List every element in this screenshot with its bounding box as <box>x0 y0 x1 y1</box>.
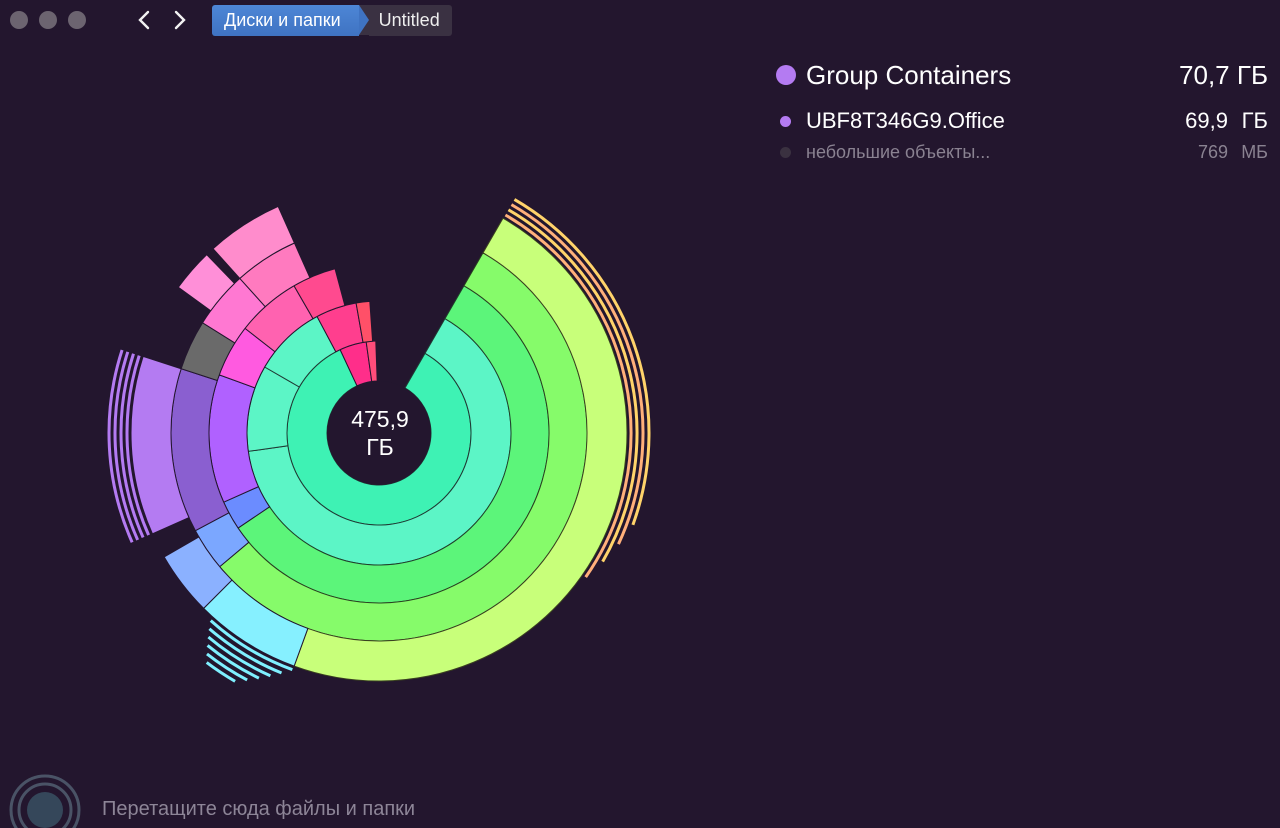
legend-item-name: UBF8T346G9.Office <box>806 108 1005 133</box>
sunburst-segments[interactable] <box>106 196 652 684</box>
legend-main-size: 70,7 ГБ <box>1179 59 1268 90</box>
legend-item[interactable]: UBF8T346G9.Office 69,9 ГБ <box>774 108 1268 134</box>
sunburst-segment[interactable] <box>130 355 190 535</box>
sunburst-segment[interactable] <box>163 536 233 610</box>
legend-item-dot <box>780 115 791 127</box>
sunburst-segment[interactable] <box>204 651 250 683</box>
sunburst-segment[interactable] <box>208 618 295 673</box>
close-window-button[interactable] <box>10 11 28 29</box>
navigation-buttons <box>133 6 191 34</box>
sunburst-segment[interactable] <box>124 353 152 537</box>
sunburst-segment[interactable] <box>118 352 146 540</box>
sunburst-segment[interactable] <box>503 212 634 580</box>
chevron-right-icon <box>174 10 186 30</box>
breadcrumb-root[interactable]: Диски и папки <box>212 5 359 36</box>
sunburst-segment[interactable] <box>205 642 261 681</box>
legend-item-dot <box>780 146 791 158</box>
sunburst-segment[interactable] <box>509 201 646 547</box>
legend-main-item[interactable]: Group Containers 70,7 ГБ <box>774 58 1268 92</box>
legend-main-name: Group Containers <box>806 59 1012 90</box>
legend-item-unit: ГБ <box>1241 108 1268 133</box>
minimize-window-button[interactable] <box>39 11 57 29</box>
drop-hint-text: Перетащите сюда файлы и папки <box>102 798 416 820</box>
chart-total-value: 475,9 <box>351 406 409 432</box>
legend-main-dot <box>776 65 796 85</box>
legend-item[interactable]: небольшие объекты... 769 МБ <box>774 139 1268 165</box>
selection-legend: Group Containers 70,7 ГБ UBF8T346G9.Offi… <box>774 58 1268 165</box>
sunburst-segment[interactable] <box>355 300 374 343</box>
breadcrumb-current[interactable]: Untitled <box>368 5 452 36</box>
legend-item-size: 769 <box>1197 141 1228 162</box>
sunburst-segment[interactable] <box>112 350 141 542</box>
chart-total-unit: ГБ <box>366 434 394 460</box>
forward-button[interactable] <box>169 6 191 34</box>
sunburst-segment[interactable] <box>293 217 628 682</box>
window-controls <box>10 11 86 29</box>
legend-item-name: небольшие объекты... <box>806 141 991 162</box>
sunburst-segment[interactable] <box>204 659 238 684</box>
back-button[interactable] <box>133 6 155 34</box>
sunburst-segment[interactable] <box>206 634 273 679</box>
breadcrumb: Диски и папки Untitled <box>212 5 452 36</box>
sunburst-segment[interactable] <box>177 253 236 312</box>
drop-target-icon[interactable] <box>0 770 90 828</box>
legend-item-size: 69,9 <box>1185 108 1228 133</box>
chevron-left-icon <box>138 10 150 30</box>
sunburst-segment[interactable] <box>207 626 284 676</box>
chart-total-label: 475,9 ГБ <box>330 405 430 461</box>
sunburst-segment[interactable] <box>512 196 652 527</box>
sunburst-segment[interactable] <box>106 348 135 545</box>
sunburst-segment[interactable] <box>506 207 640 564</box>
legend-item-unit: МБ <box>1241 141 1268 162</box>
breadcrumb-separator <box>358 5 369 35</box>
sunburst-segment[interactable] <box>212 205 296 280</box>
chart-center-hole[interactable] <box>327 381 431 485</box>
zoom-window-button[interactable] <box>68 11 86 29</box>
